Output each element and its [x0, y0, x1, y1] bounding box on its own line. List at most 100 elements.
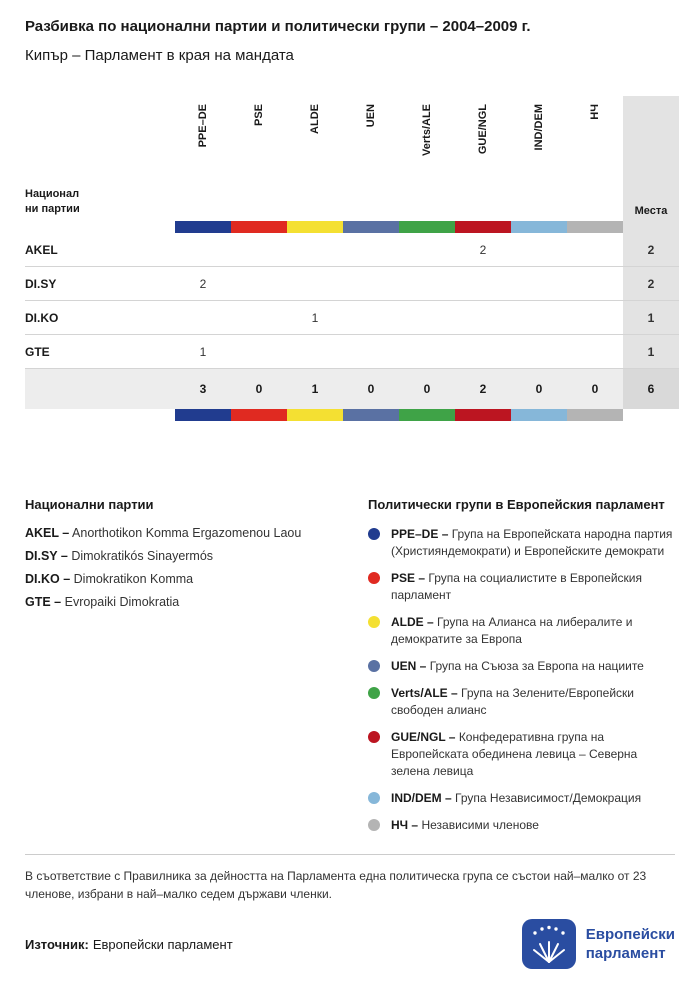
- group-color-swatch: [511, 221, 567, 233]
- column-header-label: GUE/NGL: [477, 104, 489, 155]
- group-color-swatch: [343, 221, 399, 233]
- column-header-label: ALDE: [309, 104, 321, 134]
- totals-row: 3 0 1 0 0 2 0 0 6: [25, 369, 679, 409]
- group-color-swatch: [343, 409, 399, 421]
- source: Източник: Европейски парламент: [25, 937, 233, 952]
- group-color-swatch: [455, 409, 511, 421]
- value-cell: [343, 335, 399, 368]
- legend-group-item: PSE – Група на социалистите в Европейски…: [368, 570, 675, 604]
- legend-group-item: GUE/NGL – Конфедеративна група на Европе…: [368, 729, 675, 780]
- total-cell: 0: [231, 369, 287, 409]
- logo-text: Европейски парламент: [585, 926, 675, 962]
- value-cell: [231, 267, 287, 300]
- party-name: AKEL: [25, 242, 58, 257]
- column-header-gue-ngl: GUE/NGL: [455, 96, 511, 233]
- column-header-nch: НЧ: [567, 96, 623, 233]
- legend-group-item: НЧ – Независими членове: [368, 817, 675, 834]
- european-parliament-emblem-icon: [521, 919, 576, 969]
- european-parliament-logo: Европейски парламент: [521, 919, 675, 969]
- footnote: В съответствие с Правилника за дейността…: [25, 854, 675, 903]
- bottom-color-bar: [25, 409, 679, 421]
- group-color-swatch: [399, 409, 455, 421]
- column-header-pse: PSE: [231, 96, 287, 233]
- total-cell: 0: [511, 369, 567, 409]
- seats-cell: 2: [623, 267, 679, 300]
- seats-cell: 1: [623, 335, 679, 368]
- legend-national-parties: Национални партии AKEL – Anorthotikon Ko…: [25, 497, 368, 834]
- legend-parties-heading: Национални партии: [25, 497, 154, 512]
- group-color-swatch: [567, 221, 623, 233]
- value-cell: [567, 233, 623, 266]
- value-cell: [175, 301, 231, 334]
- corner-cell: Национални партии: [25, 96, 175, 233]
- column-header-label: PSE: [253, 104, 265, 127]
- value-cell: [231, 335, 287, 368]
- group-color-swatch: [399, 221, 455, 233]
- value-cell: [343, 233, 399, 266]
- group-color-swatch: [231, 221, 287, 233]
- value-cell: [455, 267, 511, 300]
- legend-group-item: ALDE – Група на Алианса на либералите и …: [368, 614, 675, 648]
- legend-party-item: GTE – Evropaiki Dimokratia: [25, 595, 180, 609]
- column-header-label: UEN: [365, 104, 377, 128]
- legend-party-item: DI.SY – Dimokratikós Sinayermós: [25, 549, 214, 563]
- legend-color-dot: [368, 687, 380, 699]
- value-cell: 1: [199, 344, 207, 359]
- group-color-swatch: [287, 409, 343, 421]
- total-seats-cell: 6: [623, 369, 679, 409]
- seats-table: Национални партии PPE–DE PSE ALDE UEN Ve…: [25, 96, 679, 421]
- table-row: GTE 1 1: [25, 335, 679, 369]
- value-cell: [511, 267, 567, 300]
- total-cell: 0: [567, 369, 623, 409]
- value-cell: [567, 267, 623, 300]
- column-header-label: Verts/ALE: [421, 104, 433, 156]
- column-header-label: НЧ: [589, 104, 601, 120]
- column-header-label: IND/DEM: [533, 104, 545, 151]
- page-title: Разбивка по национални партии и политиче…: [25, 18, 531, 35]
- legend-color-dot: [368, 819, 380, 831]
- legend-party-item: AKEL – Anorthotikon Komma Ergazomenou La…: [25, 526, 302, 540]
- legend-color-dot: [368, 792, 380, 804]
- legend-party-item: DI.KO – Dimokratikon Komma: [25, 572, 194, 586]
- seats-column-header: Места: [623, 96, 679, 233]
- legend-political-groups: Политически групи в Европейския парламен…: [368, 497, 675, 834]
- value-cell: [567, 301, 623, 334]
- table-row: AKEL 2 2: [25, 233, 679, 267]
- total-cell: 1: [287, 369, 343, 409]
- value-cell: [455, 335, 511, 368]
- value-cell: [175, 233, 231, 266]
- legend-group-item: UEN – Група на Съюза за Европа на нациит…: [368, 658, 675, 675]
- party-name: DI.SY: [25, 276, 57, 291]
- legend-color-dot: [368, 731, 380, 743]
- value-cell: 2: [199, 276, 207, 291]
- value-cell: [399, 267, 455, 300]
- value-cell: [343, 301, 399, 334]
- value-cell: [231, 301, 287, 334]
- legend-color-dot: [368, 660, 380, 672]
- column-header-label: PPE–DE: [197, 104, 209, 148]
- total-cell: 2: [455, 369, 511, 409]
- party-name: DI.KO: [25, 310, 59, 325]
- column-header-alde: ALDE: [287, 96, 343, 233]
- group-color-swatch: [567, 409, 623, 421]
- legend-group-item: Verts/ALE – Група на Зелените/Европейски…: [368, 685, 675, 719]
- table-row: DI.KO 1 1: [25, 301, 679, 335]
- total-cell: 0: [399, 369, 455, 409]
- totals-empty-cell: [25, 369, 175, 409]
- total-cell: 3: [175, 369, 231, 409]
- value-cell: 1: [311, 310, 319, 325]
- value-cell: [343, 267, 399, 300]
- legend-color-dot: [368, 572, 380, 584]
- seats-cell: 1: [623, 301, 679, 334]
- party-name: GTE: [25, 344, 50, 359]
- value-cell: [231, 233, 287, 266]
- column-header-ind-dem: IND/DEM: [511, 96, 567, 233]
- column-header-verts-ale: Verts/ALE: [399, 96, 455, 233]
- value-cell: 2: [479, 242, 487, 257]
- table-row: DI.SY 2 2: [25, 267, 679, 301]
- source-row: Източник: Европейски парламент: [25, 919, 675, 969]
- value-cell: [399, 233, 455, 266]
- source-label: Източник:: [25, 936, 89, 952]
- value-cell: [455, 301, 511, 334]
- group-color-swatch: [175, 409, 231, 421]
